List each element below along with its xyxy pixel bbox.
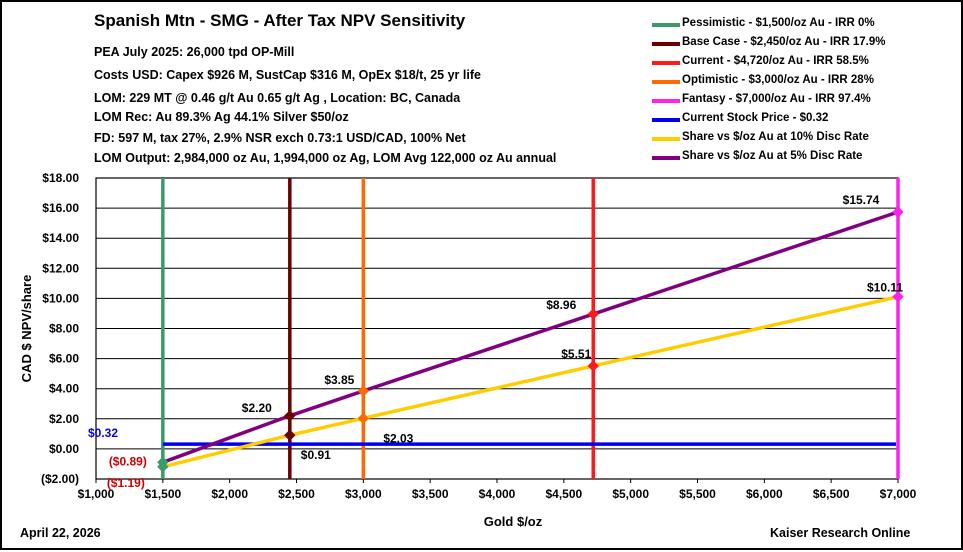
data-point — [587, 308, 599, 320]
x-tick-label: $2,500 — [278, 487, 315, 501]
legend-swatch — [652, 23, 680, 27]
data-label: $10.11 — [867, 281, 903, 295]
y-tick-label: $12.00 — [42, 261, 79, 275]
x-tick-label: $2,000 — [211, 487, 248, 501]
y-tick-label: $10.00 — [42, 291, 79, 305]
x-tick-label: $4,500 — [545, 487, 582, 501]
y-tick-label: $14.00 — [42, 231, 79, 245]
x-tick-label: $5,000 — [612, 487, 649, 501]
x-tick-label: $7,000 — [880, 487, 917, 501]
data-point — [357, 412, 370, 425]
x-tick-label: $5,500 — [679, 487, 716, 501]
x-tick-label: $4,000 — [479, 487, 516, 501]
y-tick-label: $2.00 — [49, 412, 79, 426]
series-line — [162, 295, 899, 469]
legend-swatch — [652, 137, 680, 141]
data-point — [892, 206, 904, 218]
data-label: $5.51 — [561, 347, 591, 361]
series-line — [162, 210, 899, 464]
data-point — [357, 385, 370, 397]
data-label: $15.74 — [843, 193, 880, 207]
data-point — [587, 360, 599, 372]
footer-date: April 22, 2026 — [20, 526, 101, 540]
legend-label: Fantasy - $7,000/oz Au - IRR 97.4% — [682, 93, 871, 105]
data-point — [892, 291, 904, 303]
x-tick-label: $1,000 — [78, 487, 115, 501]
data-label: $0.91 — [301, 448, 331, 462]
legend-swatch — [652, 80, 680, 84]
legend-label: Current Stock Price - $0.32 — [682, 112, 829, 124]
legend-label: Share vs $/oz Au at 5% Disc Rate — [682, 150, 863, 162]
info-line-1: PEA July 2025: 26,000 tpd OP-Mill — [94, 45, 295, 59]
legend-swatch — [652, 99, 680, 103]
info-line-2: Costs USD: Capex $926 M, SustCap $316 M,… — [94, 68, 481, 82]
x-tick-label: $3,000 — [345, 487, 382, 501]
legend-swatch — [652, 118, 680, 122]
x-tick-label: $1,500 — [144, 487, 181, 501]
chart-title: Spanish Mtn - SMG - After Tax NPV Sensit… — [94, 11, 466, 30]
legend-label: Base Case - $2,450/oz Au - IRR 17.9% — [682, 36, 886, 48]
y-tick-label: $18.00 — [42, 171, 79, 185]
footer-source: Kaiser Research Online — [770, 526, 911, 540]
data-label: ($1.19) — [107, 476, 145, 490]
stock-price-label: $0.32 — [88, 426, 118, 440]
data-label: $3.85 — [324, 373, 354, 387]
info-line-5: FD: 597 M, tax 27%, 2.9% NSR exch 0.73:1… — [94, 131, 466, 145]
legend-label: Optimistic - $3,000/oz Au - IRR 28% — [682, 74, 874, 86]
legend-label: Current - $4,720/oz Au - IRR 58.5% — [682, 55, 869, 67]
legend-label: Share vs $/oz Au at 10% Disc Rate — [682, 131, 869, 143]
data-point — [284, 410, 296, 422]
y-tick-label: ($2.00) — [41, 472, 79, 486]
legend-swatch — [652, 42, 680, 46]
data-label: ($0.89) — [109, 454, 147, 468]
y-tick-label: $0.00 — [49, 442, 79, 456]
data-label: $2.20 — [242, 401, 272, 415]
y-tick-label: $16.00 — [42, 201, 79, 215]
info-line-4: LOM Rec: Au 89.3% Ag 44.1% Silver $50/oz — [94, 110, 349, 124]
info-line-3: LOM: 229 MT @ 0.46 g/t Au 0.65 g/t Ag , … — [94, 91, 461, 105]
info-line-6: LOM Output: 2,984,000 oz Au, 1,994,000 o… — [94, 151, 557, 165]
data-point — [157, 456, 169, 469]
data-label: $2.03 — [383, 431, 413, 445]
data-point — [284, 429, 296, 441]
x-axis-title: Gold $/oz — [484, 514, 543, 529]
y-tick-label: $8.00 — [49, 322, 79, 336]
legend-swatch — [652, 61, 680, 65]
x-tick-label: $3,500 — [412, 487, 449, 501]
legend-label: Pessimistic - $1,500/oz Au - IRR 0% — [682, 17, 875, 29]
y-tick-label: $4.00 — [49, 382, 79, 396]
x-tick-label: $6,000 — [746, 487, 783, 501]
y-axis-title: CAD $ NPV/share — [19, 275, 34, 383]
y-tick-label: $6.00 — [49, 352, 79, 366]
x-tick-label: $6,500 — [813, 487, 850, 501]
data-label: $8.96 — [546, 298, 576, 312]
legend-swatch — [652, 156, 680, 160]
